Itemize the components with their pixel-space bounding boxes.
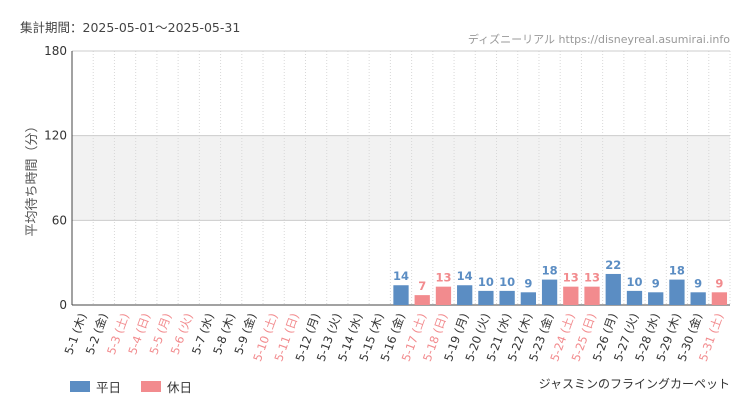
bar [541,279,558,305]
bar-value-label: 22 [605,258,621,272]
bar-value-label: 18 [542,264,558,278]
bar-value-label: 10 [499,275,515,289]
bar-value-label: 10 [478,275,494,289]
period-label: 集計期間：2025-05-01〜2025-05-31 [20,20,241,35]
legend-swatch-weekday [70,381,90,392]
bar-value-label: 13 [584,271,600,285]
bar [584,286,600,305]
bar-value-label: 18 [669,264,685,278]
bar [478,290,494,305]
bar [435,286,452,305]
bar-value-label: 9 [694,276,702,290]
shaded-band [72,135,730,221]
bar [690,292,706,305]
bar-value-label: 9 [524,276,532,290]
site-credit: ディズニーリアル https://disneyreal.asumirai.inf… [467,33,730,46]
y-tick-label: 120 [44,129,67,143]
legend-swatch-holiday [141,381,162,392]
bar [499,290,515,305]
bar [605,273,621,305]
bar [414,295,430,305]
y-axis-title: 平均待ち時間（分） [25,119,40,236]
bar-value-label: 9 [652,276,660,290]
bar-value-label: 13 [435,271,451,285]
y-tick-label: 180 [44,44,67,58]
bar-value-label: 9 [715,276,723,290]
legend-item-holiday: 休日 [141,377,192,396]
bar [626,290,643,305]
y-tick-label: 60 [52,213,67,227]
bar [711,292,728,305]
bar-value-label: 14 [393,269,409,283]
legend: 平日 休日 [70,377,204,396]
legend-label-holiday: 休日 [167,380,193,395]
bar-value-label: 10 [626,275,642,289]
bar-value-label: 14 [457,269,473,283]
bar [393,285,409,305]
bar [648,292,664,305]
bar-value-label: 13 [563,271,579,285]
legend-label-weekday: 平日 [96,380,122,395]
y-tick-label: 0 [59,298,67,312]
bar [669,279,685,305]
ride-name: ジャスミンのフライングカーペット [538,377,730,391]
bar [520,292,536,305]
bar-value-label: 7 [418,279,426,293]
legend-item-weekday: 平日 [70,377,121,396]
bar [563,286,579,305]
bar [457,285,473,305]
